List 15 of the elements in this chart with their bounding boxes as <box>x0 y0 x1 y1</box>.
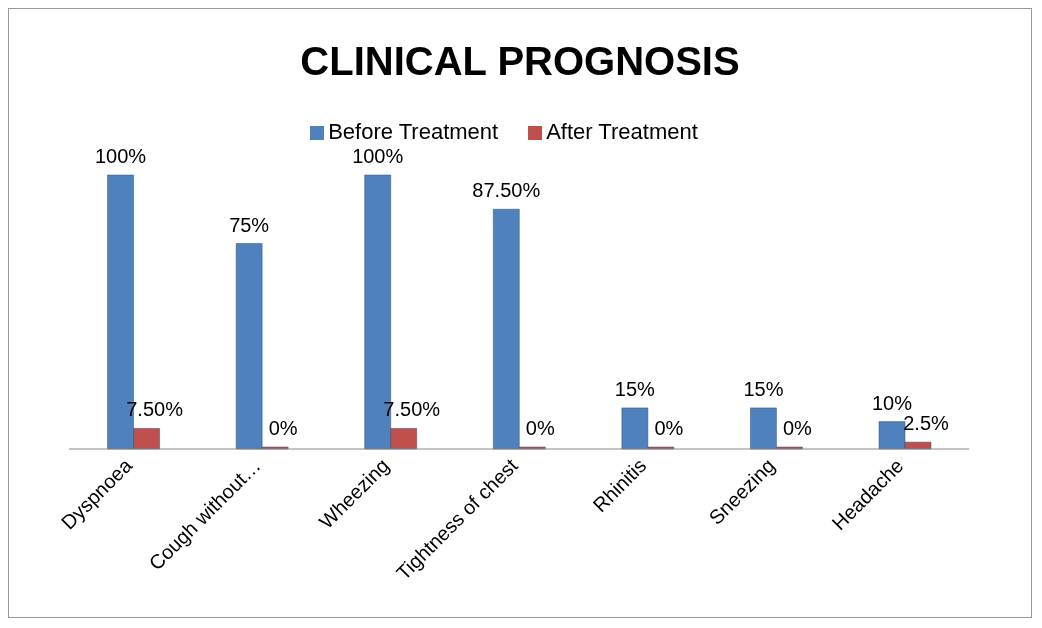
data-label: 100% <box>352 145 404 167</box>
data-label: 75% <box>229 213 270 236</box>
data-label: 2.5% <box>903 412 950 435</box>
data-label: 0% <box>525 417 555 439</box>
data-label: 87.50% <box>472 179 541 202</box>
legend-label: Before Treatment <box>328 119 499 144</box>
data-label: 10% <box>871 391 913 414</box>
data-label: 0% <box>782 417 813 439</box>
chart-title: CLINICAL PROGNOSIS <box>299 38 741 85</box>
data-label: 15% <box>614 377 656 400</box>
data-label: 100% <box>94 145 147 167</box>
legend-label: After Treatment <box>546 119 698 144</box>
data-label: 0% <box>268 417 298 439</box>
data-label: 15% <box>743 377 784 400</box>
data-label: 0% <box>654 417 684 439</box>
